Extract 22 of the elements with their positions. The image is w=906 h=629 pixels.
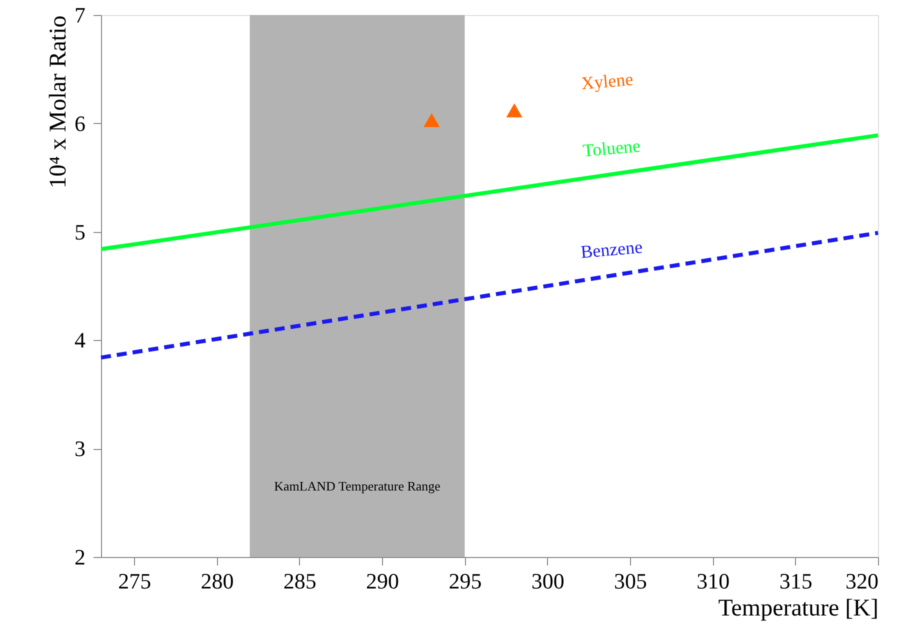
band-label: KamLAND Temperature Range xyxy=(274,478,441,494)
y-tick-label: 5 xyxy=(74,219,86,244)
y-axis-title: 10⁴ x Molar Ratio xyxy=(46,16,72,189)
x-tick-label: 280 xyxy=(200,568,234,594)
x-tick-label: 310 xyxy=(696,568,730,594)
x-tick-label: 275 xyxy=(118,568,152,594)
x-tick-label: 300 xyxy=(531,568,564,594)
text: Xylene xyxy=(580,68,634,94)
y-tick-label: 7 xyxy=(74,2,86,28)
x-axis-title: Temperature [K] xyxy=(718,596,878,622)
x-tick-label: 290 xyxy=(366,568,400,594)
y-tick-label: 6 xyxy=(74,110,86,136)
series-label: Toluene xyxy=(582,136,642,161)
x-tick-label: 285 xyxy=(283,568,316,594)
x-tick-label: 295 xyxy=(448,568,482,594)
x-tick-label: 315 xyxy=(779,568,812,594)
y-tick-label: 2 xyxy=(74,544,86,570)
series-label: Benzene xyxy=(580,236,644,262)
x-tick-label: 320 xyxy=(846,568,878,594)
y-tick-label: 4 xyxy=(74,328,86,353)
y-tick-label: 3 xyxy=(74,436,86,462)
x-tick-label: 305 xyxy=(614,568,648,594)
